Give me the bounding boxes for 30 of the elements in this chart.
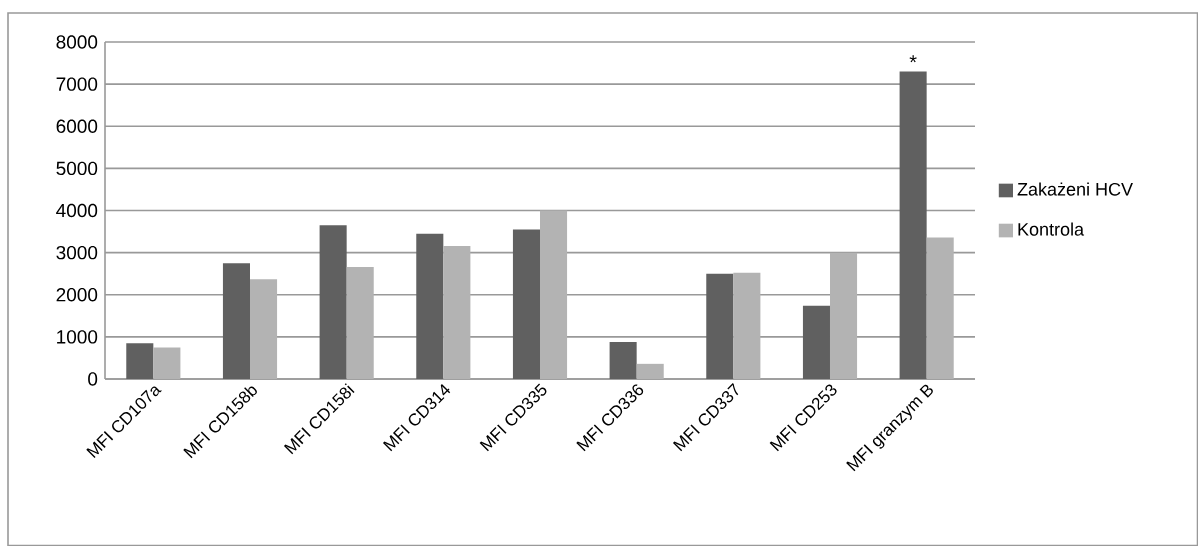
y-tick-label: 5000	[56, 161, 98, 176]
y-tick-label: 0	[88, 372, 98, 386]
y-tick-label: 2000	[56, 288, 98, 302]
bar	[512, 229, 540, 379]
bar	[636, 363, 664, 379]
bar	[733, 272, 761, 379]
y-tick-label: 3000	[56, 245, 98, 260]
legend-label: Kontrola	[1018, 222, 1085, 236]
y-tick-label: 4000	[56, 203, 98, 218]
bar	[443, 245, 471, 379]
y-tick-label: 7000	[56, 77, 98, 91]
bar	[899, 71, 927, 379]
legend-label: Zakażeni HCV	[1017, 182, 1133, 196]
bar	[540, 210, 568, 379]
y-tick-label: 8000	[56, 35, 98, 49]
bar	[222, 263, 250, 379]
bar	[153, 347, 181, 379]
bar	[126, 343, 154, 379]
bar	[319, 225, 347, 379]
bar	[250, 279, 278, 379]
y-tick-label: 6000	[56, 119, 98, 133]
bar	[416, 233, 444, 379]
y-tick-label: 1000	[57, 330, 98, 344]
bar	[802, 305, 830, 379]
bar	[609, 341, 637, 379]
annotation: *	[909, 55, 917, 63]
bar	[829, 252, 858, 379]
bar	[706, 273, 734, 379]
bar	[346, 266, 374, 379]
bar	[926, 237, 954, 379]
